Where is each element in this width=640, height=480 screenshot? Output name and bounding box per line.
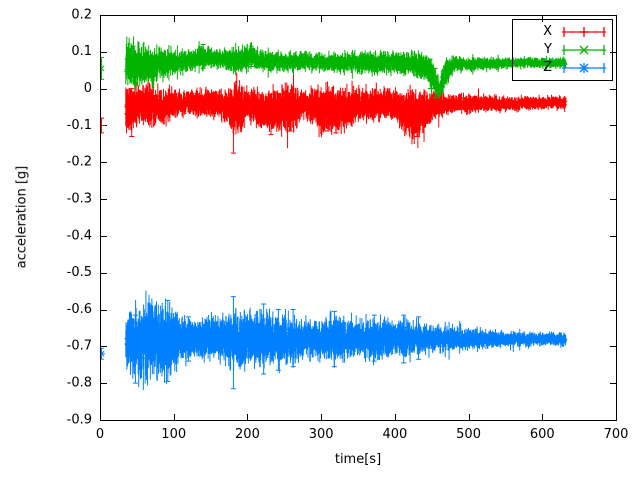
legend: X Y Z xyxy=(512,19,613,81)
legend-label-z: Z xyxy=(543,60,552,75)
x-axis-title: time[s] xyxy=(334,452,382,467)
errorbar-sample-icon xyxy=(561,25,607,39)
legend-label-y: Y xyxy=(544,42,552,57)
legend-entry-z: Z xyxy=(513,59,607,77)
y-axis-title: acceleration [g] xyxy=(14,165,30,269)
legend-entry-x: X xyxy=(513,23,607,41)
legend-entry-y: Y xyxy=(513,41,607,59)
legend-label-x: X xyxy=(543,24,552,39)
errorbar-sample-icon xyxy=(561,43,607,57)
errorbar-sample-icon xyxy=(561,61,607,75)
